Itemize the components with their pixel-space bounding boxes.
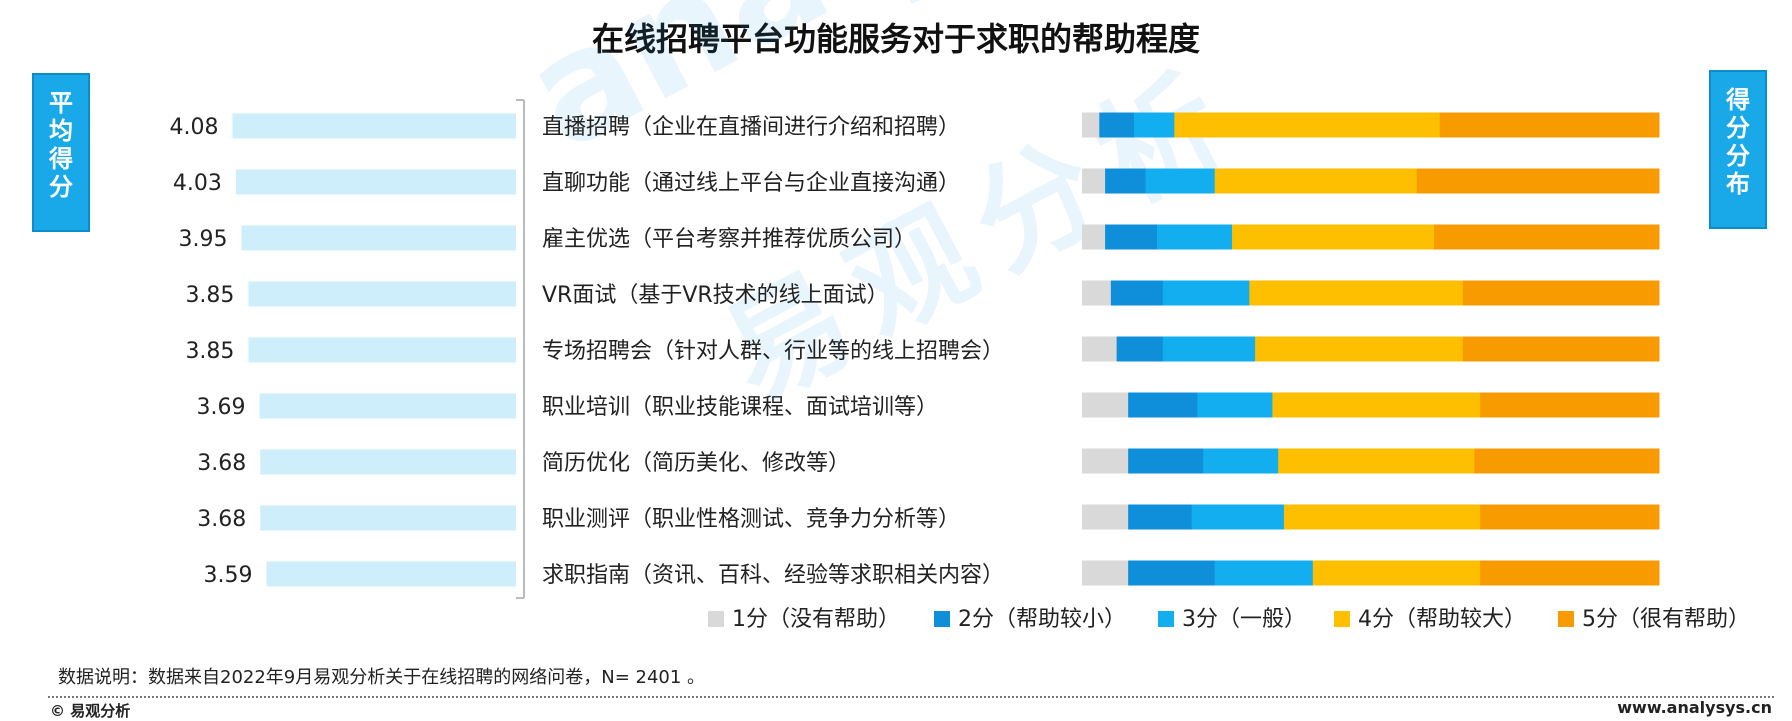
average-score-bar xyxy=(260,449,516,475)
legend-swatch xyxy=(1158,611,1174,627)
distribution-segment-2 xyxy=(1128,504,1193,530)
distribution-segment-4 xyxy=(1278,448,1475,474)
average-score-label: 3.68 xyxy=(197,451,246,476)
distribution-segment-4 xyxy=(1249,280,1464,306)
legend-swatch xyxy=(934,611,950,627)
copyright: © 易观分析 xyxy=(50,702,131,720)
distribution-segment-3 xyxy=(1203,448,1279,474)
distribution-segment-4 xyxy=(1272,392,1481,418)
average-score-label: 3.69 xyxy=(197,395,246,420)
footer-divider xyxy=(48,696,1774,698)
distribution-segment-1 xyxy=(1082,224,1106,250)
distribution-segment-3 xyxy=(1197,392,1273,418)
legend-entry: 2分（帮助较小） xyxy=(958,607,1126,632)
distribution-segment-5 xyxy=(1416,168,1660,194)
distribution-segment-1 xyxy=(1082,560,1129,586)
category-label: 直播招聘（企业在直播间进行介绍和招聘） xyxy=(542,115,960,140)
category-label: 专场招聘会（针对人群、行业等的线上招聘会） xyxy=(542,339,1004,364)
distribution-segment-1 xyxy=(1082,112,1100,138)
data-note: 数据说明：数据来自2022年9月易观分析关于在线招聘的网络问卷，N= 2401 … xyxy=(58,667,706,688)
distribution-segment-3 xyxy=(1162,280,1250,306)
score-distribution-label: 得 分 分 布 xyxy=(1709,70,1767,229)
distribution-segment-2 xyxy=(1105,168,1146,194)
distribution-segment-5 xyxy=(1474,448,1660,474)
average-score-bar xyxy=(266,561,516,587)
distribution-segment-5 xyxy=(1462,280,1660,306)
distribution-segment-1 xyxy=(1082,504,1129,530)
distribution-segment-3 xyxy=(1157,224,1233,250)
average-score-label: 3.85 xyxy=(185,339,234,364)
category-label: 雇主优选（平台考察并推荐优质公司） xyxy=(542,227,916,252)
distribution-segment-2 xyxy=(1128,392,1198,418)
distribution-segment-1 xyxy=(1082,392,1129,418)
distribution-segment-3 xyxy=(1191,504,1285,530)
distribution-segment-2 xyxy=(1099,112,1135,138)
average-score-bar xyxy=(232,113,516,139)
average-score-bar xyxy=(248,281,517,307)
distribution-segment-3 xyxy=(1214,560,1314,586)
distribution-segment-4 xyxy=(1255,336,1464,362)
distribution-segment-2 xyxy=(1110,280,1164,306)
average-score-bar xyxy=(259,393,516,419)
distribution-segment-4 xyxy=(1312,560,1481,586)
legend-swatch xyxy=(1334,611,1350,627)
distribution-segment-5 xyxy=(1480,392,1660,418)
legend-entry: 4分（帮助较大） xyxy=(1358,607,1526,632)
distribution-segment-2 xyxy=(1116,336,1164,362)
distribution-segment-2 xyxy=(1128,560,1216,586)
distribution-segment-4 xyxy=(1214,168,1418,194)
category-label: 直聊功能（通过线上平台与企业直接沟通） xyxy=(542,171,960,196)
distribution-segment-5 xyxy=(1480,560,1660,586)
website-url: www.analysys.cn xyxy=(1617,698,1772,717)
category-label: 简历优化（简历美化、修改等） xyxy=(542,451,850,476)
average-score-label: 4.03 xyxy=(173,171,222,196)
average-score-label: 3.68 xyxy=(197,507,246,532)
legend-swatch xyxy=(1558,611,1574,627)
average-score-label: 3.85 xyxy=(185,283,234,308)
distribution-segment-4 xyxy=(1283,504,1481,530)
distribution-segment-1 xyxy=(1082,168,1106,194)
legend-swatch xyxy=(708,611,724,627)
distribution-segment-5 xyxy=(1480,504,1660,530)
distribution-segment-5 xyxy=(1439,112,1660,138)
average-score-bar xyxy=(235,169,517,195)
average-score-label: 3.59 xyxy=(204,563,253,588)
distribution-segment-1 xyxy=(1082,280,1112,306)
distribution-segment-2 xyxy=(1105,224,1158,250)
category-label: VR面试（基于VR技术的线上面试） xyxy=(542,283,889,308)
category-label: 职业测评（职业性格测试、竞争力分析等） xyxy=(542,507,960,532)
category-label: 求职指南（资讯、百科、经验等求职相关内容） xyxy=(542,563,1004,588)
distribution-segment-3 xyxy=(1145,168,1216,194)
distribution-segment-1 xyxy=(1082,336,1118,362)
average-score-bar xyxy=(241,225,516,251)
distribution-segment-3 xyxy=(1133,112,1175,138)
chart-canvas: 4.08 直播招聘（企业在直播间进行介绍和招聘） 4.03 直聊功能（通过线上平台与企… xyxy=(169,99,1750,632)
legend-entry: 1分（没有帮助） xyxy=(732,607,900,632)
average-score-label: 3.95 xyxy=(178,227,227,252)
distribution-segment-4 xyxy=(1174,112,1441,138)
distribution-segment-2 xyxy=(1128,448,1204,474)
average-score-label: 4.08 xyxy=(169,115,218,140)
distribution-segment-1 xyxy=(1082,448,1129,474)
distribution-segment-5 xyxy=(1433,224,1660,250)
distribution-segment-3 xyxy=(1162,336,1256,362)
legend-entry: 5分（很有帮助） xyxy=(1582,607,1750,632)
average-score-label: 平 均 得 分 xyxy=(32,73,90,232)
category-label: 职业培训（职业技能课程、面试培训等） xyxy=(542,395,938,420)
distribution-segment-5 xyxy=(1462,336,1660,362)
average-score-bar xyxy=(260,505,516,531)
chart-title: 在线招聘平台功能服务对于求职的帮助程度 xyxy=(591,20,1200,58)
legend-entry: 3分（一般） xyxy=(1182,607,1306,632)
average-score-bar xyxy=(248,337,517,363)
distribution-segment-4 xyxy=(1232,224,1435,250)
